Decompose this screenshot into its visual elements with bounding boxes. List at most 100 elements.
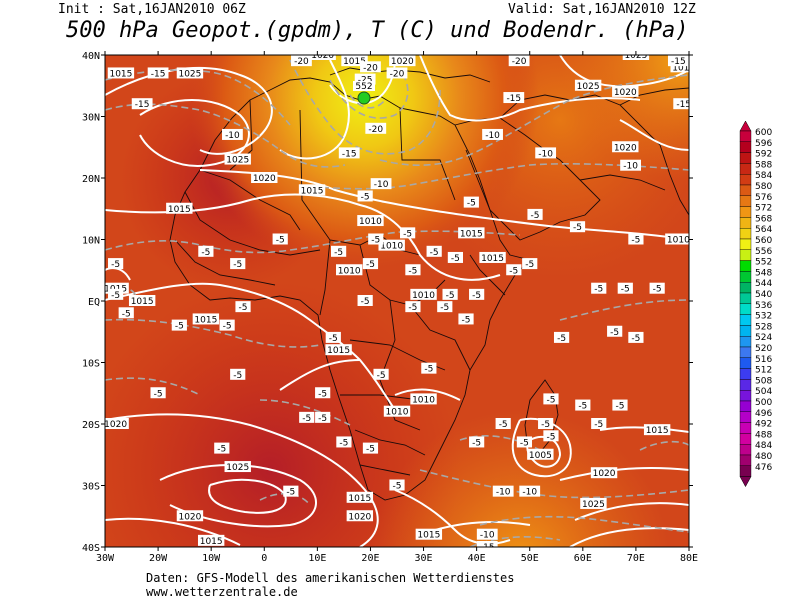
- pressure-label: 1015: [107, 67, 135, 79]
- temperature-label-text: -5: [361, 297, 370, 307]
- lat-label: EQ: [88, 297, 100, 308]
- pressure-label-text: 1015: [672, 63, 695, 73]
- pressure-label-box: [128, 295, 156, 306]
- temperature-label: -5: [405, 264, 421, 276]
- pressure-label-text: 1010: [386, 408, 409, 418]
- temperature-label-box: [331, 245, 347, 257]
- temperature-label: -5: [150, 387, 166, 399]
- pressure-label-text: 1025: [178, 69, 201, 79]
- temperature-label-box: [628, 331, 644, 343]
- colorbar-cell: [739, 163, 752, 175]
- temperature-label-text: -5: [573, 223, 582, 233]
- temperature-label-text: -5: [276, 236, 285, 246]
- colorbar-cell: [739, 390, 752, 402]
- marker-dot[interactable]: [357, 91, 371, 105]
- temperature-label-box: [365, 122, 387, 134]
- colorbar-cell: [739, 206, 752, 218]
- temperature-label-text: -5: [578, 402, 587, 412]
- temperature-label-text: -20: [294, 57, 309, 67]
- temperature-label-text: -5: [451, 254, 460, 264]
- temperature-label: -5: [628, 233, 644, 246]
- pressure-label-box: [251, 172, 278, 183]
- pressure-label-box: [458, 227, 485, 239]
- temperature-label: -5: [362, 442, 379, 455]
- temperature-label-box: [386, 67, 408, 79]
- lon-label: 10E: [308, 553, 326, 564]
- pressure-label-box: [527, 448, 554, 460]
- pressure-label-box: [612, 141, 639, 153]
- colorbar-cell: [739, 130, 752, 143]
- temperature-label-box: [108, 258, 124, 270]
- colorbar-value: 536: [755, 301, 772, 311]
- temperature-label: -5: [219, 319, 235, 332]
- pressure-label-box: [479, 251, 506, 263]
- colorbar-cell: [739, 282, 752, 294]
- temperature-label-box: [463, 196, 479, 208]
- temperature-label-text: -5: [239, 303, 248, 313]
- temperature-label-text: -20: [363, 63, 378, 73]
- pressure-label-text: 1005: [529, 451, 552, 461]
- pressure-label-text: 1010: [412, 291, 435, 301]
- temperature-label: -5: [543, 393, 559, 405]
- isotherms: [105, 59, 689, 547]
- temperature-label-box: [362, 442, 379, 454]
- temperature-label: -5: [272, 233, 288, 246]
- pressure-label: 1020: [389, 55, 416, 67]
- temperature-label: -5: [442, 288, 458, 301]
- colorbar-cell: [739, 173, 752, 186]
- temperature-label-box: [283, 485, 299, 497]
- colorbar-cell: [739, 314, 752, 326]
- colorbar-value: 576: [755, 193, 772, 203]
- temperature-label-text: -5: [615, 402, 624, 412]
- temperature-label-box: [357, 190, 373, 202]
- pressure-label-box: [378, 239, 405, 251]
- temperature-label-box: [442, 288, 458, 300]
- temperature-label: -5: [368, 233, 384, 246]
- temperature-label-text: -5: [446, 291, 455, 301]
- temperature-label: -5: [331, 245, 347, 258]
- colorbar-value: 564: [755, 225, 772, 235]
- colorbar-cell: [739, 217, 752, 229]
- temperature-label-box: [469, 288, 485, 300]
- colorbar-cell: [739, 141, 752, 153]
- temperature-label: -15: [667, 55, 689, 67]
- temperature-label: -5: [373, 368, 389, 381]
- temperature-label: -5: [458, 313, 474, 325]
- low-pressure-marker[interactable]: 552: [353, 81, 375, 105]
- pressure-label: 1015: [298, 184, 326, 196]
- pressure-label: 1020: [590, 467, 618, 479]
- pressure-label: 1015: [128, 295, 156, 307]
- pressure-label-box: [590, 467, 618, 479]
- temperature-label: -5: [357, 190, 373, 202]
- lat-label: 30N: [82, 113, 100, 124]
- temperature-label: -5: [617, 282, 633, 295]
- colorbar-value: 484: [755, 441, 772, 451]
- temperature-label: -5: [469, 436, 485, 448]
- temperature-label-box: [421, 362, 437, 374]
- pressure-label-text: 1020: [593, 469, 616, 479]
- lon-label: 20W: [149, 553, 168, 564]
- pressure-label: 1025: [580, 497, 607, 510]
- temperature-label: -20: [386, 67, 408, 79]
- colorbar-cell: [739, 195, 752, 207]
- temperature-label-text: -5: [154, 389, 163, 399]
- pressure-label-box: [665, 233, 689, 245]
- temperature-label: -5: [591, 282, 607, 295]
- temperature-label-box: [575, 399, 591, 411]
- pressure-label: 1015: [346, 491, 374, 504]
- pressure-label: 1020: [309, 55, 336, 61]
- temperature-label-text: -5: [621, 285, 630, 295]
- pressure-label: 1015: [415, 528, 443, 541]
- pressure-label-box: [105, 282, 129, 294]
- pressure-label-box: [309, 55, 336, 60]
- lat-label: 10N: [82, 236, 100, 247]
- temperature-label-text: -5: [546, 395, 555, 405]
- pressure-label-box: [105, 418, 129, 429]
- temperature-label-text: -10: [538, 149, 553, 159]
- pressure-label: 1015: [166, 202, 193, 215]
- temperature-label-text: -20: [512, 57, 527, 67]
- temperature-label-box: [118, 307, 134, 319]
- temperature-label-text: -5: [318, 414, 327, 424]
- temperature-label: -5: [118, 307, 134, 319]
